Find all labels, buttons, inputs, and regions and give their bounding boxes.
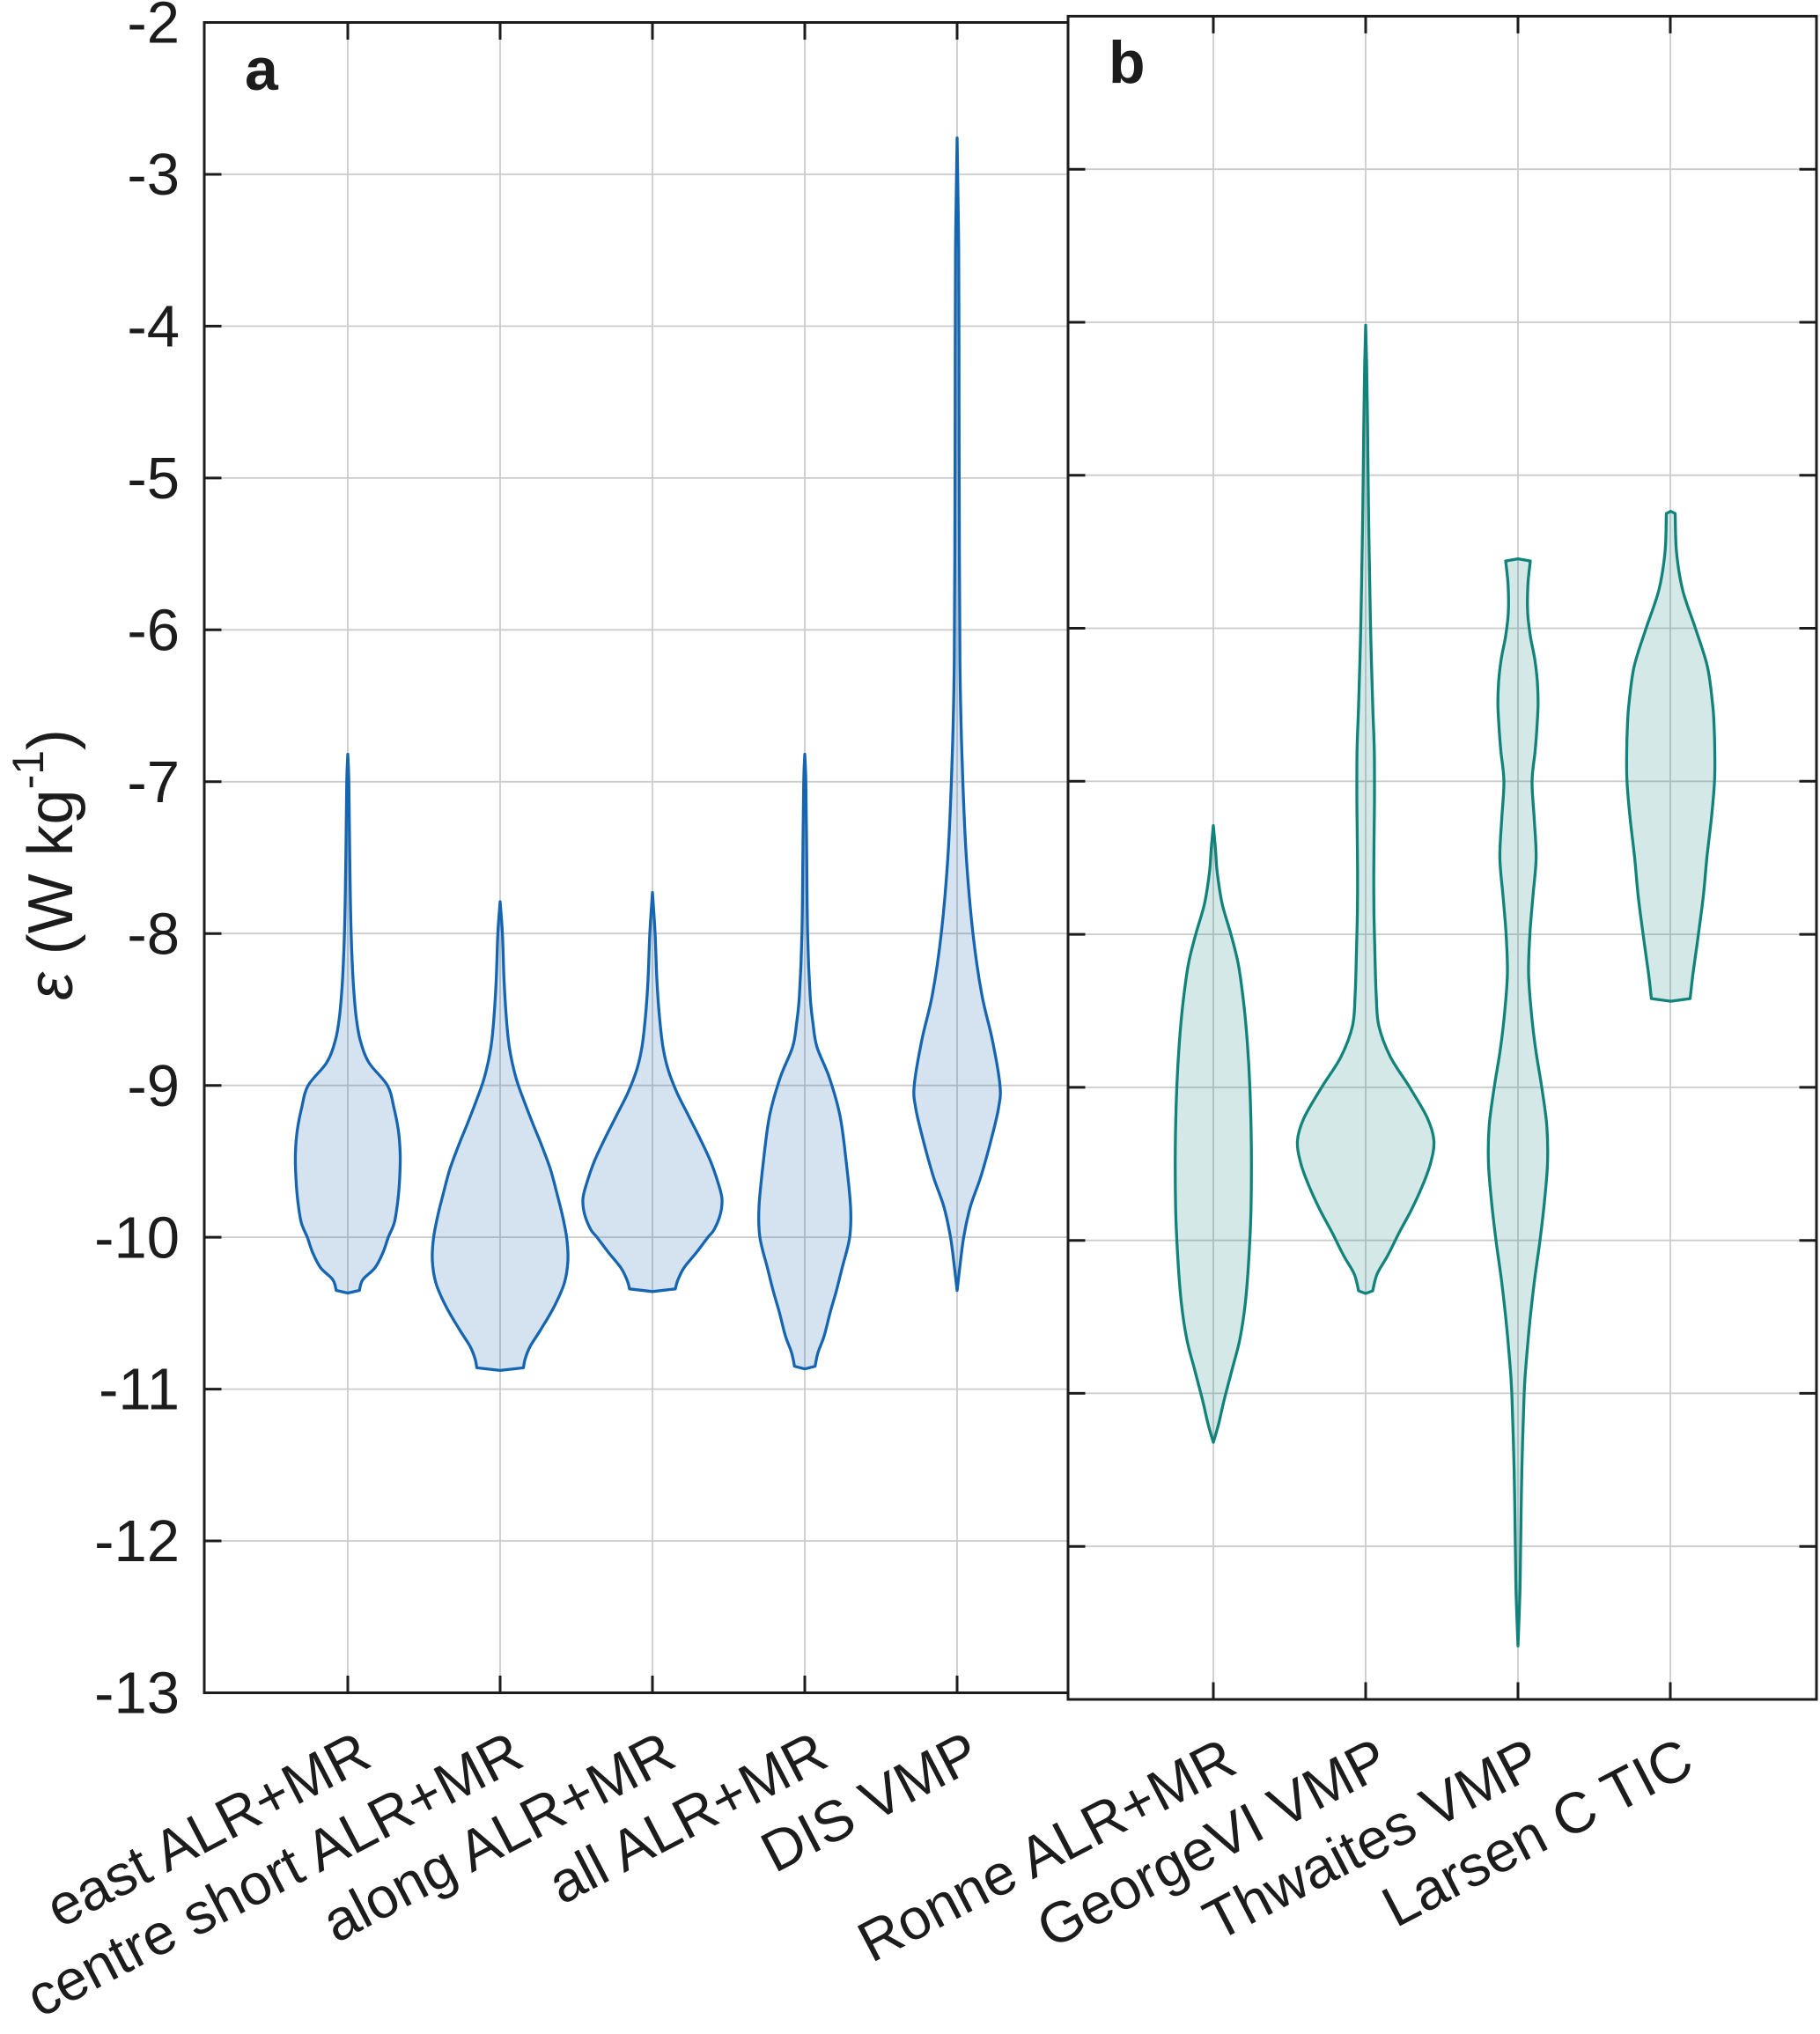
- svg-text:a: a: [245, 36, 279, 103]
- svg-text:-6: -6: [127, 597, 180, 663]
- svg-text:-2: -2: [127, 0, 180, 56]
- svg-text:-4: -4: [127, 294, 180, 360]
- svg-text:-10: -10: [94, 1205, 180, 1271]
- svg-text:-13: -13: [94, 1661, 180, 1727]
- svg-text:-9: -9: [127, 1053, 180, 1119]
- svg-text:-3: -3: [127, 142, 180, 208]
- svg-text:-11: -11: [99, 1357, 180, 1423]
- svg-text:-12: -12: [94, 1508, 180, 1574]
- svg-text:-5: -5: [127, 446, 180, 512]
- svg-text:b: b: [1109, 29, 1146, 96]
- svg-text:-8: -8: [127, 901, 180, 967]
- svg-text:-7: -7: [127, 749, 180, 815]
